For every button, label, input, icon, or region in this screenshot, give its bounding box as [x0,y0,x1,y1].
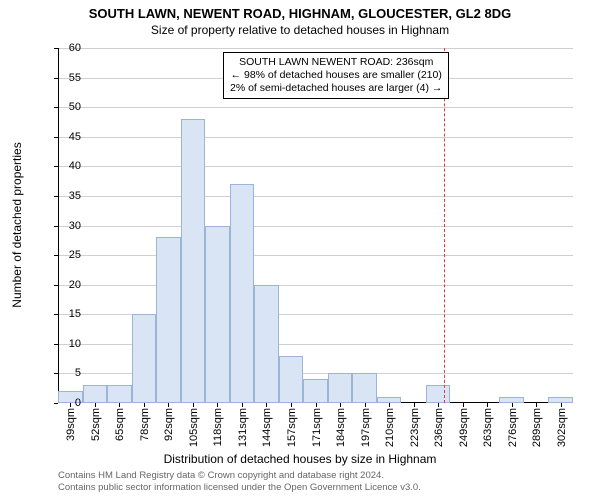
xtick-mark [512,403,513,407]
xtick-label: 131sqm [237,408,249,447]
xtick-label: 65sqm [114,408,126,441]
gridline [58,166,573,167]
annotation-box: SOUTH LAWN NEWENT ROAD: 236sqm ← 98% of … [223,52,449,99]
chart-container: SOUTH LAWN, NEWENT ROAD, HIGHNAM, GLOUCE… [0,0,600,500]
xtick-label: 105sqm [188,408,200,447]
xtick-mark [487,403,488,407]
xtick-mark [168,403,169,407]
bar [83,385,108,403]
xtick-mark [242,403,243,407]
gridline [58,48,573,49]
ytick-label: 35 [57,190,81,202]
xtick-label: 276sqm [507,408,519,447]
ytick-label: 45 [57,131,81,143]
annotation-line3: 2% of semi-detached houses are larger (4… [230,82,442,95]
footer-text: Contains HM Land Registry data © Crown c… [58,470,421,494]
bar [328,373,353,403]
bar [107,385,132,403]
reference-line [444,48,445,403]
gridline [58,255,573,256]
annotation-line2: ← 98% of detached houses are smaller (21… [230,69,442,82]
ytick-label: 10 [57,338,81,350]
bar [230,184,255,403]
gridline [58,285,573,286]
xtick-mark [291,403,292,407]
xtick-mark [414,403,415,407]
chart-title: SOUTH LAWN, NEWENT ROAD, HIGHNAM, GLOUCE… [0,0,600,21]
xtick-mark [340,403,341,407]
annotation-line1: SOUTH LAWN NEWENT ROAD: 236sqm [230,56,442,69]
xtick-mark [95,403,96,407]
xtick-label: 39sqm [65,408,77,441]
bar [352,373,377,403]
xtick-label: 171sqm [311,408,323,447]
bar [548,397,573,403]
xtick-mark [193,403,194,407]
footer-line2: Contains public sector information licen… [58,482,421,494]
gridline [58,196,573,197]
xtick-mark [536,403,537,407]
bar [377,397,402,403]
gridline [58,137,573,138]
xtick-label: 157sqm [286,408,298,447]
gridline [58,107,573,108]
xtick-mark [463,403,464,407]
bar [254,285,279,403]
x-axis-label: Distribution of detached houses by size … [0,452,600,466]
xtick-label: 78sqm [139,408,151,441]
xtick-label: 289sqm [531,408,543,447]
bar [205,226,230,404]
y-axis-label: Number of detached properties [10,142,24,307]
plot-area: 39sqm52sqm65sqm78sqm92sqm105sqm118sqm131… [58,48,573,403]
ytick-label: 40 [57,160,81,172]
xtick-label: 92sqm [163,408,175,441]
ytick-label: 20 [57,279,81,291]
gridline [58,226,573,227]
bar [156,237,181,403]
bar [279,356,304,403]
xtick-label: 184sqm [335,408,347,447]
xtick-label: 144sqm [261,408,273,447]
xtick-mark [561,403,562,407]
ytick-label: 25 [57,249,81,261]
xtick-mark [389,403,390,407]
xtick-label: 210sqm [384,408,396,447]
bar [499,397,524,403]
xtick-mark [316,403,317,407]
ytick-label: 0 [57,397,81,409]
bar [132,314,157,403]
xtick-label: 302sqm [556,408,568,447]
xtick-label: 197sqm [360,408,372,447]
xtick-label: 236sqm [433,408,445,447]
xtick-mark [144,403,145,407]
xtick-mark [217,403,218,407]
bar [426,385,451,403]
ytick-label: 30 [57,220,81,232]
xtick-label: 118sqm [212,408,224,446]
xtick-mark [365,403,366,407]
footer-line1: Contains HM Land Registry data © Crown c… [58,470,421,482]
xtick-label: 52sqm [90,408,102,441]
xtick-label: 223sqm [409,408,421,447]
bar [181,119,206,403]
ytick-label: 60 [57,42,81,54]
ytick-label: 15 [57,308,81,320]
xtick-label: 263sqm [482,408,494,447]
chart-subtitle: Size of property relative to detached ho… [0,21,600,37]
xtick-label: 249sqm [458,408,470,447]
ytick-label: 55 [57,72,81,84]
ytick-label: 5 [57,367,81,379]
bar [303,379,328,403]
xtick-mark [119,403,120,407]
xtick-mark [266,403,267,407]
xtick-mark [438,403,439,407]
ytick-label: 50 [57,101,81,113]
